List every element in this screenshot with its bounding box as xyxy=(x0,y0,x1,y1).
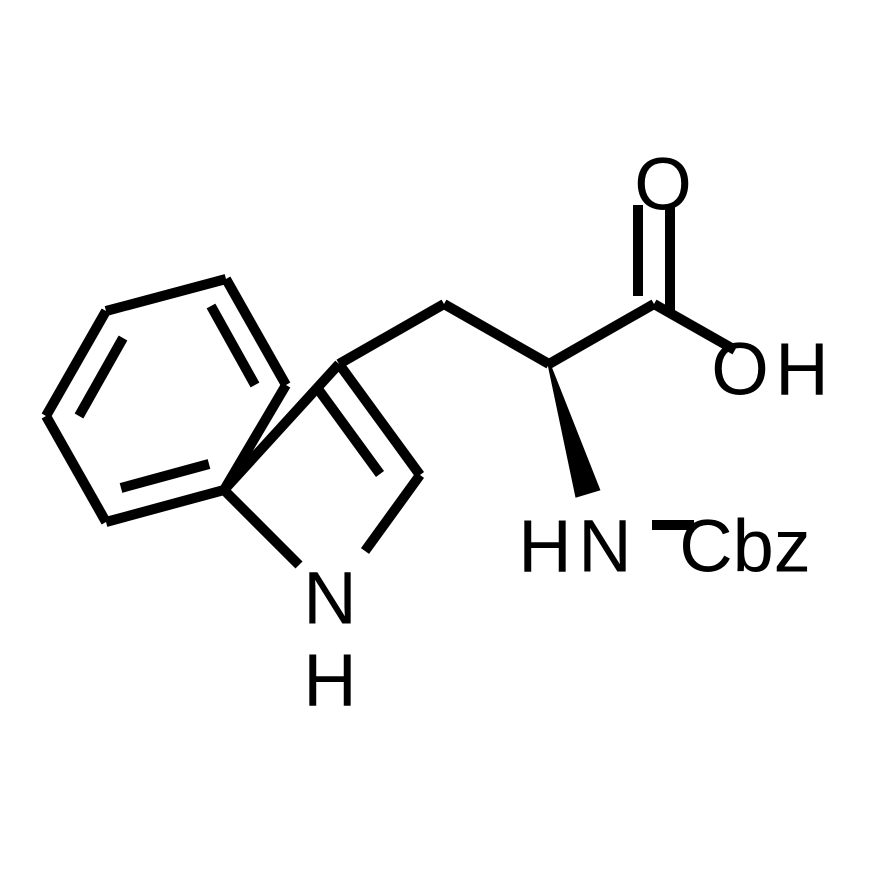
atom-label-HN_amine_H: H xyxy=(518,505,571,588)
bond-CH2-to-indole-C3 xyxy=(339,304,444,364)
bond-benzene-C7a-C7 xyxy=(46,416,106,522)
atom-label-O_double: O xyxy=(634,143,692,226)
bond-benzene-C7-C6-outer xyxy=(46,311,106,416)
bond-alpha-C-to-CH2 xyxy=(444,304,549,364)
bond-carboxyl-C-to-alpha-C xyxy=(549,304,654,364)
bond-indole-C2-N xyxy=(365,475,420,551)
atom-label-indole_N: N xyxy=(303,557,356,640)
bond-indole-N-C3a xyxy=(224,490,299,565)
bond-indole-C3-C2-outer xyxy=(339,364,420,475)
atom-label-indole_H: H xyxy=(303,639,356,722)
bond-benzene-C3a-C7a-outer xyxy=(106,490,224,522)
atom-label-HN_amine_N: N xyxy=(578,505,631,588)
atom-label-O_single: O xyxy=(711,328,769,411)
wedge-alpha-C-to-HN-wedge xyxy=(548,364,601,498)
atom-label-H_hydroxyl: H xyxy=(775,328,828,411)
bond-benzene-C5-C4-outer xyxy=(226,279,286,385)
chemical-structure-diagram: OOHHNCbzNH xyxy=(0,0,890,890)
bond-benzene-C3a-C7a-inner xyxy=(121,464,209,488)
atom-label-Cbz: Cbz xyxy=(679,505,811,588)
bond-benzene-C6-C5 xyxy=(106,279,226,311)
